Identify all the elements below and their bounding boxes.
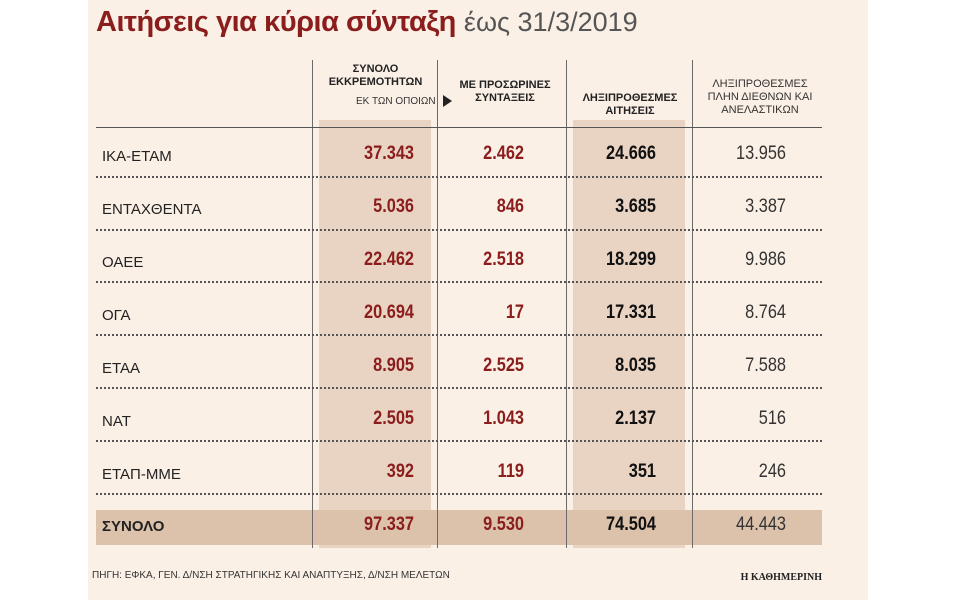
cell-overdue: 351 <box>628 461 656 482</box>
arrow-right-icon <box>443 95 452 107</box>
row-label: ΕΤΑΠ-ΜΜΕ <box>102 466 181 483</box>
row-separator <box>96 229 822 231</box>
row-label: ΟΓΑ <box>102 307 131 324</box>
cell-overdue: 3.685 <box>615 196 656 217</box>
chart-title: Αιτήσεις για κύρια σύνταξη <box>96 6 456 38</box>
chart-panel <box>88 0 868 600</box>
cell-overdue-excluding: 246 <box>758 461 786 482</box>
cell-total-pending: 8.905 <box>373 355 414 376</box>
cell-total-pending: 22.462 <box>364 249 414 270</box>
total-label: ΣΥΝΟΛΟ <box>102 518 165 535</box>
publisher-logo: Η ΚΑΘΗΜΕΡΙΝΗ <box>740 572 822 583</box>
cell-temporary-pensions: 17 <box>505 302 524 323</box>
row-separator <box>96 440 822 442</box>
cell-total-pending: 5.036 <box>373 196 414 217</box>
chart-title-block: Αιτήσεις για κύρια σύνταξη έως 31/3/2019 <box>96 6 638 39</box>
row-label: ΟΑΕΕ <box>102 254 144 271</box>
row-separator <box>96 493 822 495</box>
column-divider <box>437 60 438 548</box>
row-separator <box>96 281 822 283</box>
cell-overdue: 2.137 <box>615 408 656 429</box>
source-note: ΠΗΓΗ: ΕΦΚΑ, ΓΕΝ. Δ/ΝΣΗ ΣΤΡΑΤΗΓΙΚΗΣ ΚΑΙ Α… <box>92 570 450 581</box>
row-label: ΕΝΤΑΧΘΕΝΤΑ <box>102 201 202 218</box>
row-separator <box>96 176 822 178</box>
cell-overdue-excluding: 516 <box>758 408 786 429</box>
total-overdue: 74.504 <box>606 514 656 535</box>
header-overdue-excluding: ΛΗΞΙΠΡΟΘΕΣΜΕΣ ΠΛΗΝ ΔΙΕΘΝΩΝ ΚΑΙ ΑΝΕΛΑΣΤΙΚ… <box>707 78 813 116</box>
row-label: ΝΑΤ <box>102 413 131 430</box>
cell-temporary-pensions: 2.525 <box>483 355 524 376</box>
cell-overdue: 8.035 <box>615 355 656 376</box>
header-total-pending: ΣΥΝΟΛΟ ΕΚΚΡΕΜΟΤΗΤΩΝ <box>328 63 423 88</box>
cell-overdue-excluding: 8.764 <box>745 302 786 323</box>
cell-temporary-pensions: 1.043 <box>483 408 524 429</box>
row-label: ΙΚΑ-ΕΤΑΜ <box>102 148 172 165</box>
cell-total-pending: 20.694 <box>364 302 414 323</box>
cell-total-pending: 2.505 <box>373 408 414 429</box>
cell-temporary-pensions: 2.462 <box>483 143 524 164</box>
cell-overdue: 24.666 <box>606 143 656 164</box>
total-overdue-excluding: 44.443 <box>736 514 786 535</box>
cell-overdue-excluding: 3.387 <box>745 196 786 217</box>
header-rule <box>96 127 822 128</box>
total-row-band <box>96 510 822 545</box>
cell-temporary-pensions: 119 <box>497 461 524 482</box>
row-label: ΕΤΑΑ <box>102 360 141 377</box>
header-note-of-which: ΕΚ ΤΩΝ ΟΠΟΙΩΝ <box>356 96 436 107</box>
cell-total-pending: 37.343 <box>364 143 414 164</box>
cell-overdue-excluding: 9.986 <box>745 249 786 270</box>
column-divider <box>312 60 313 548</box>
total-temporary-pensions: 9.530 <box>483 514 524 535</box>
cell-overdue-excluding: 7.588 <box>745 355 786 376</box>
cell-overdue: 17.331 <box>606 302 656 323</box>
header-overdue-applications: ΛΗΞΙΠΡΟΘΕΣΜΕΣ ΑΙΤΗΣΕΙΣ <box>582 92 678 117</box>
chart-subtitle: έως 31/3/2019 <box>463 7 638 37</box>
row-separator <box>96 334 822 336</box>
total-total-pending: 97.337 <box>364 514 414 535</box>
cell-overdue-excluding: 13.956 <box>736 143 786 164</box>
cell-overdue: 18.299 <box>606 249 656 270</box>
cell-total-pending: 392 <box>386 461 414 482</box>
cell-temporary-pensions: 2.518 <box>483 249 524 270</box>
column-divider <box>566 60 567 548</box>
cell-temporary-pensions: 846 <box>496 196 524 217</box>
column-divider <box>692 60 693 548</box>
header-temporary-pensions: ΜΕ ΠΡΟΣΩΡΙΝΕΣ ΣΥΝΤΑΞΕΙΣ <box>459 79 551 104</box>
row-separator <box>96 387 822 389</box>
